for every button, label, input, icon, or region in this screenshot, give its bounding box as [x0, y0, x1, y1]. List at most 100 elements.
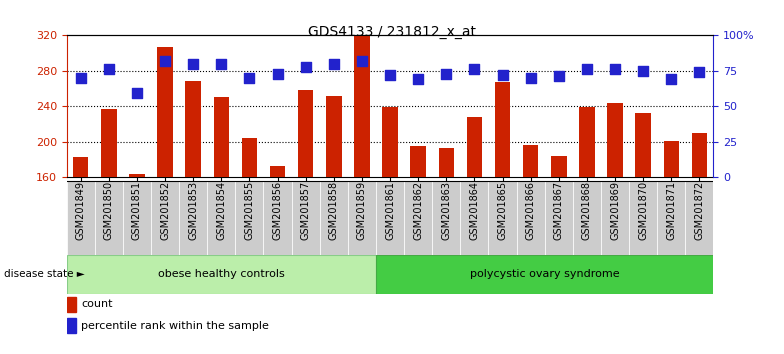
Bar: [657, 181, 685, 255]
Bar: [608, 103, 622, 177]
Bar: [523, 145, 539, 177]
Text: GSM201855: GSM201855: [245, 181, 255, 240]
Bar: [270, 166, 285, 177]
Bar: [685, 181, 713, 255]
Bar: [376, 181, 404, 255]
Text: GSM201865: GSM201865: [498, 181, 507, 240]
Point: [131, 91, 143, 96]
Text: GSM201871: GSM201871: [666, 181, 677, 240]
Bar: [95, 181, 123, 255]
Text: obese healthy controls: obese healthy controls: [158, 269, 285, 279]
Point: [496, 72, 509, 78]
Bar: [151, 181, 179, 255]
Point: [384, 72, 396, 78]
Point: [215, 61, 227, 67]
Text: polycystic ovary syndrome: polycystic ovary syndrome: [470, 269, 619, 279]
Point: [243, 75, 256, 81]
Text: disease state ►: disease state ►: [4, 269, 85, 279]
Bar: [354, 35, 369, 177]
Point: [637, 68, 649, 74]
Point: [553, 74, 565, 79]
Point: [271, 71, 284, 76]
Bar: [551, 156, 567, 177]
Text: GSM201866: GSM201866: [525, 181, 535, 240]
Text: GSM201867: GSM201867: [554, 181, 564, 240]
Text: GSM201862: GSM201862: [413, 181, 423, 240]
Bar: [67, 181, 95, 255]
Point: [524, 75, 537, 81]
Point: [581, 67, 593, 72]
Text: GSM201872: GSM201872: [695, 181, 704, 240]
Bar: [383, 107, 397, 177]
Bar: [123, 181, 151, 255]
Bar: [129, 175, 145, 177]
Bar: [67, 255, 376, 294]
Point: [440, 71, 452, 76]
Text: percentile rank within the sample: percentile rank within the sample: [82, 321, 269, 331]
Bar: [545, 181, 573, 255]
Bar: [73, 156, 89, 177]
Point: [159, 58, 172, 64]
Text: GSM201861: GSM201861: [385, 181, 395, 240]
Text: GSM201849: GSM201849: [76, 181, 85, 240]
Bar: [495, 82, 510, 177]
Bar: [179, 181, 207, 255]
Bar: [488, 181, 517, 255]
Bar: [67, 318, 76, 333]
Bar: [207, 181, 235, 255]
Bar: [186, 81, 201, 177]
Text: GSM201852: GSM201852: [160, 181, 170, 240]
Text: GSM201870: GSM201870: [638, 181, 648, 240]
Text: count: count: [82, 299, 113, 309]
Bar: [404, 181, 432, 255]
Point: [468, 67, 481, 72]
Bar: [263, 181, 292, 255]
Point: [665, 76, 677, 82]
Point: [299, 64, 312, 69]
Text: GSM201868: GSM201868: [582, 181, 592, 240]
Bar: [348, 181, 376, 255]
Point: [608, 67, 621, 72]
Text: GSM201857: GSM201857: [301, 181, 310, 240]
Bar: [601, 181, 629, 255]
Bar: [101, 109, 117, 177]
Text: GSM201864: GSM201864: [470, 181, 479, 240]
Point: [103, 67, 115, 72]
Bar: [292, 181, 320, 255]
Bar: [241, 138, 257, 177]
Bar: [376, 255, 713, 294]
Bar: [326, 96, 342, 177]
Bar: [691, 133, 707, 177]
Bar: [579, 107, 594, 177]
Point: [693, 69, 706, 75]
Bar: [573, 181, 601, 255]
Text: GSM201854: GSM201854: [216, 181, 227, 240]
Point: [328, 61, 340, 67]
Bar: [635, 113, 651, 177]
Bar: [411, 146, 426, 177]
Bar: [432, 181, 460, 255]
Text: GSM201863: GSM201863: [441, 181, 452, 240]
Bar: [629, 181, 657, 255]
Point: [356, 58, 368, 64]
Point: [412, 76, 424, 82]
Text: GSM201850: GSM201850: [103, 181, 114, 240]
Text: GSM201856: GSM201856: [273, 181, 282, 240]
Bar: [663, 141, 679, 177]
Bar: [158, 47, 172, 177]
Point: [187, 61, 199, 67]
Bar: [466, 117, 482, 177]
Text: GSM201869: GSM201869: [610, 181, 620, 240]
Bar: [298, 90, 314, 177]
Point: [74, 75, 87, 81]
Text: GSM201851: GSM201851: [132, 181, 142, 240]
Text: GSM201859: GSM201859: [357, 181, 367, 240]
Text: GSM201853: GSM201853: [188, 181, 198, 240]
Bar: [320, 181, 348, 255]
Text: GSM201858: GSM201858: [328, 181, 339, 240]
Bar: [235, 181, 263, 255]
Bar: [517, 181, 545, 255]
Bar: [213, 97, 229, 177]
Bar: [460, 181, 488, 255]
Text: GDS4133 / 231812_x_at: GDS4133 / 231812_x_at: [308, 25, 476, 39]
